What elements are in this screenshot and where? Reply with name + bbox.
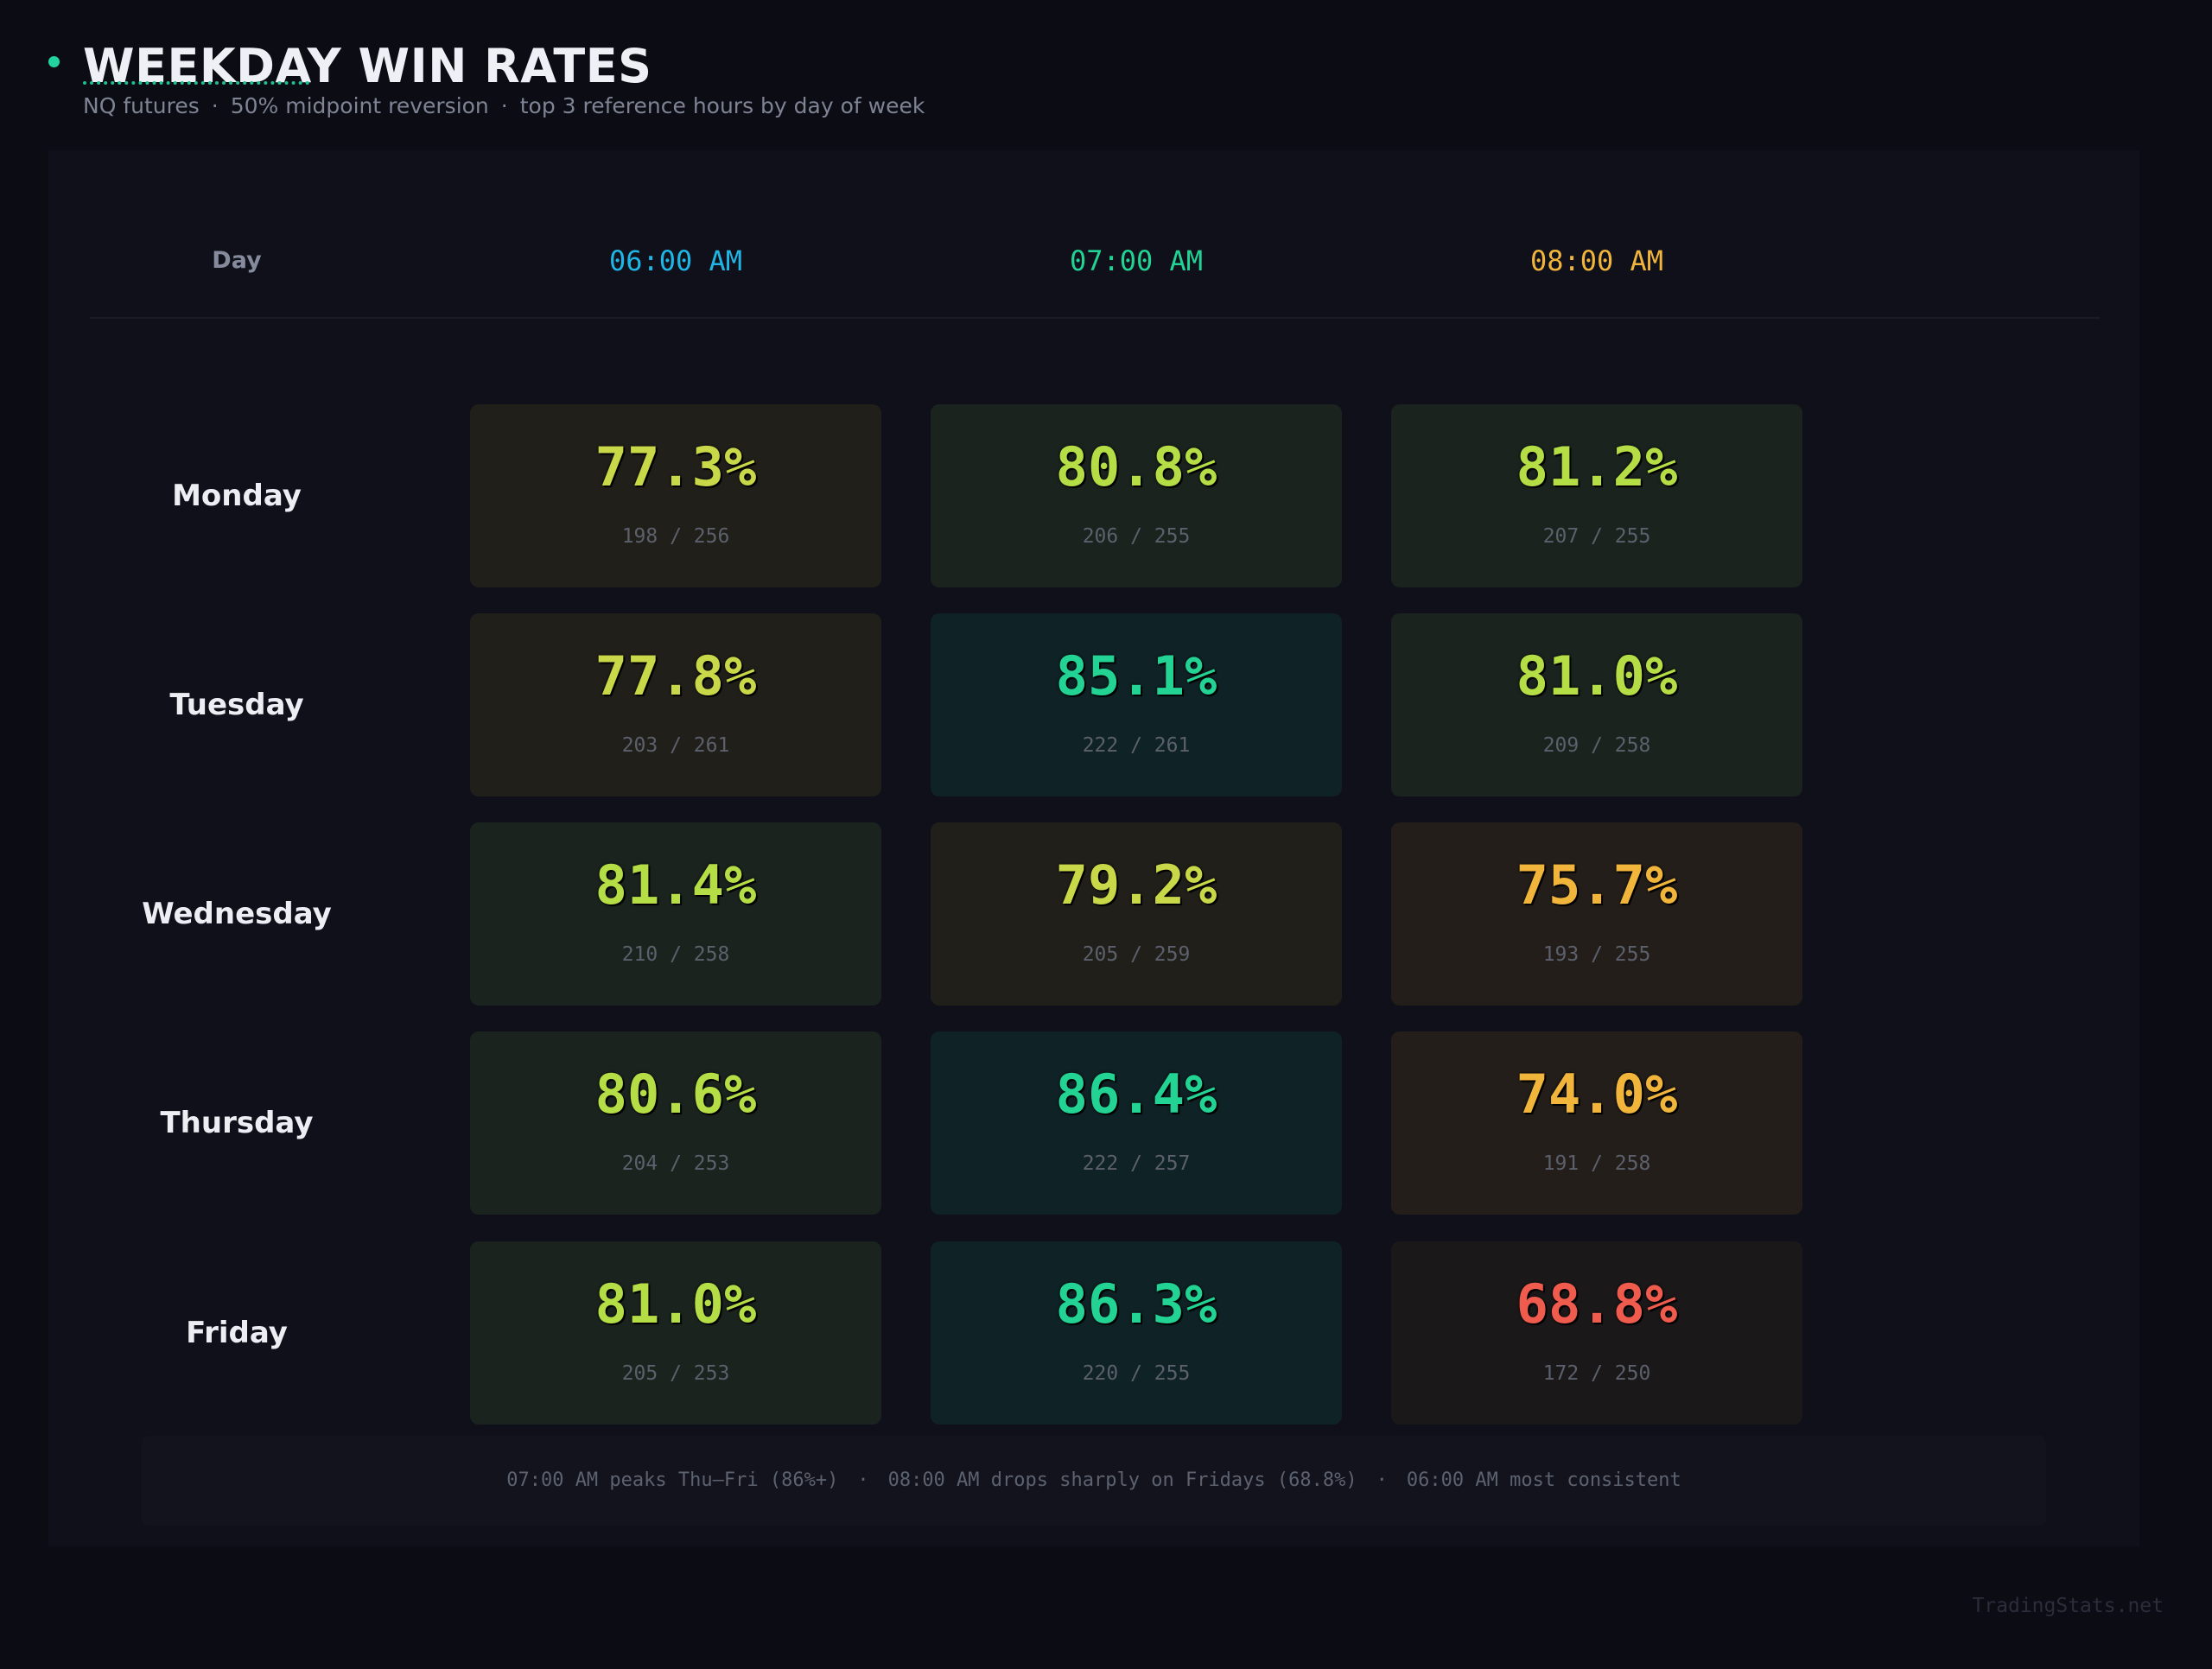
column-header-hour: 06:00 AM xyxy=(608,244,743,277)
win-rate-value: 86.3% xyxy=(1055,1272,1217,1336)
page-title: WEEKDAY WIN RATES xyxy=(83,39,652,93)
column-header-day: Day xyxy=(212,247,262,274)
page-subtitle: NQ futures · 50% midpoint reversion · top 3 … xyxy=(83,92,925,121)
footnote-separator: · xyxy=(1376,1469,1388,1491)
heatmap-cell: 79.2% 205 / 259 xyxy=(931,822,1342,1006)
win-count-value: 206 / 255 xyxy=(1082,525,1191,548)
header-divider xyxy=(90,317,2100,319)
win-count-value: 203 / 261 xyxy=(621,734,730,757)
win-count-value: 198 / 256 xyxy=(621,525,730,548)
insight-footnote: 07:00 AM peaks Thu–Fri (86%+) · 08:00 AM d… xyxy=(142,1436,2046,1526)
column-header-hour: 07:00 AM xyxy=(1069,244,1204,277)
heatmap-cell: 77.8% 203 / 261 xyxy=(470,613,881,796)
win-count-value: 172 / 250 xyxy=(1542,1362,1651,1385)
footnote-insight-drop: 08:00 AM drops sharply on Fridays (68.8%… xyxy=(887,1469,1357,1491)
heatmap-cell: 86.4% 222 / 257 xyxy=(931,1031,1342,1215)
win-rate-value: 79.2% xyxy=(1055,854,1217,917)
win-rate-value: 77.3% xyxy=(594,435,757,498)
heatmap-cell: 81.4% 210 / 258 xyxy=(470,822,881,1006)
win-rate-value: 75.7% xyxy=(1516,854,1678,917)
row-label-day: Monday xyxy=(172,479,302,513)
win-count-value: 222 / 257 xyxy=(1082,1152,1191,1175)
win-rate-value: 81.0% xyxy=(1516,644,1678,708)
win-count-value: 207 / 255 xyxy=(1542,525,1651,548)
heatmap-cell: 75.7% 193 / 255 xyxy=(1391,822,1802,1006)
win-rate-value: 74.0% xyxy=(1516,1063,1678,1126)
heatmap-cell: 74.0% 191 / 258 xyxy=(1391,1031,1802,1215)
win-rate-value: 81.2% xyxy=(1516,435,1678,498)
win-count-value: 193 / 255 xyxy=(1542,943,1651,966)
win-rate-value: 77.8% xyxy=(594,644,757,708)
footnote-separator: · xyxy=(857,1469,869,1491)
title-underline xyxy=(83,81,309,85)
win-rate-value: 80.8% xyxy=(1055,435,1217,498)
row-label-day: Tuesday xyxy=(169,688,304,722)
win-rate-value: 86.4% xyxy=(1055,1063,1217,1126)
heatmap-cell: 68.8% 172 / 250 xyxy=(1391,1241,1802,1425)
win-count-value: 209 / 258 xyxy=(1542,734,1651,757)
heatmap-cell: 86.3% 220 / 255 xyxy=(931,1241,1342,1425)
subtitle-scope: top 3 reference hours by day of week xyxy=(519,93,925,118)
win-rate-value: 68.8% xyxy=(1516,1272,1678,1336)
subtitle-strategy: 50% midpoint reversion xyxy=(230,93,489,118)
title-bullet-dot xyxy=(48,56,60,67)
heatmap-cell: 80.6% 204 / 253 xyxy=(470,1031,881,1215)
win-rate-value: 81.0% xyxy=(594,1272,757,1336)
row-label-day: Friday xyxy=(186,1316,288,1350)
win-count-value: 220 / 255 xyxy=(1082,1362,1191,1385)
heatmap-cell: 81.0% 205 / 253 xyxy=(470,1241,881,1425)
subtitle-separator: · xyxy=(500,93,508,118)
row-label-day: Wednesday xyxy=(142,897,332,931)
footnote-insight-peak: 07:00 AM peaks Thu–Fri (86%+) xyxy=(506,1469,839,1491)
win-count-value: 222 / 261 xyxy=(1082,734,1191,757)
heatmap-cell: 85.1% 222 / 261 xyxy=(931,613,1342,796)
win-rate-value: 85.1% xyxy=(1055,644,1217,708)
win-count-value: 204 / 253 xyxy=(621,1152,730,1175)
win-count-value: 191 / 258 xyxy=(1542,1152,1651,1175)
heatmap-cell: 80.8% 206 / 255 xyxy=(931,404,1342,587)
watermark: TradingStats.net xyxy=(1972,1595,2164,1617)
column-header-hour: 08:00 AM xyxy=(1529,244,1664,277)
row-label-day: Thursday xyxy=(160,1106,314,1140)
heatmap-cell: 81.0% 209 / 258 xyxy=(1391,613,1802,796)
heatmap-cell: 77.3% 198 / 256 xyxy=(470,404,881,587)
subtitle-instrument: NQ futures xyxy=(83,93,200,118)
heatmap-cell: 81.2% 207 / 255 xyxy=(1391,404,1802,587)
win-rate-value: 81.4% xyxy=(594,854,757,917)
win-count-value: 210 / 258 xyxy=(621,943,730,966)
win-count-value: 205 / 253 xyxy=(621,1362,730,1385)
win-rate-value: 80.6% xyxy=(594,1063,757,1126)
footnote-insight-consistent: 06:00 AM most consistent xyxy=(1406,1469,1681,1491)
subtitle-separator: · xyxy=(211,93,219,118)
win-count-value: 205 / 259 xyxy=(1082,943,1191,966)
